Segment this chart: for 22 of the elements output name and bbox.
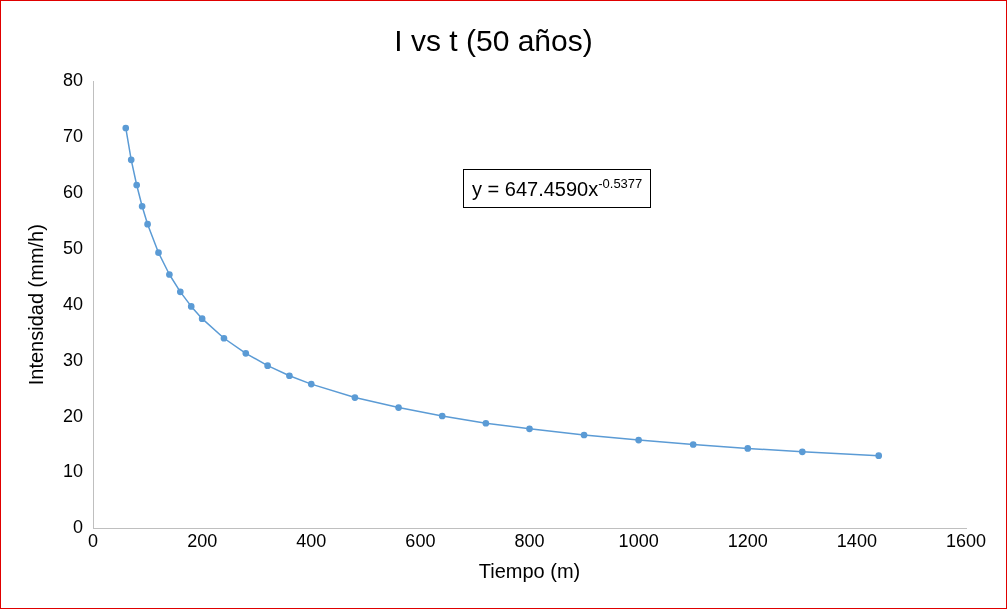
y-tick-label: 70 <box>62 125 84 146</box>
x-tick-label: 400 <box>296 531 327 552</box>
x-tick-label: 1200 <box>727 531 768 552</box>
x-tick-label: 1000 <box>618 531 659 552</box>
y-tick-label: 0 <box>73 517 84 538</box>
annotation: y = 647.4590x$^{-0.5377}$ <box>463 169 652 208</box>
x-tick-label: 200 <box>187 531 218 552</box>
x-tick-label: 0 <box>88 531 99 552</box>
y-tick-label: 60 <box>62 181 84 202</box>
y-tick-label: 20 <box>62 405 84 426</box>
x-tick-label: 600 <box>405 531 436 552</box>
x-tick-label: 1600 <box>945 531 987 552</box>
chart-title: I vs t (50 años) <box>394 24 593 58</box>
x-tick-label: 1400 <box>836 531 877 552</box>
x-tick-label: 800 <box>514 531 545 552</box>
y-tick-label: 30 <box>62 349 84 370</box>
x-axis-title: Tiempo (m) <box>478 559 581 582</box>
y-axis-title: Intensidad (mm/h) <box>24 224 47 386</box>
y-tick-label: 40 <box>62 293 84 314</box>
y-tick-label: 50 <box>62 237 84 258</box>
y-tick-label: 10 <box>62 461 84 482</box>
y-tick-label: 80 <box>62 69 84 90</box>
